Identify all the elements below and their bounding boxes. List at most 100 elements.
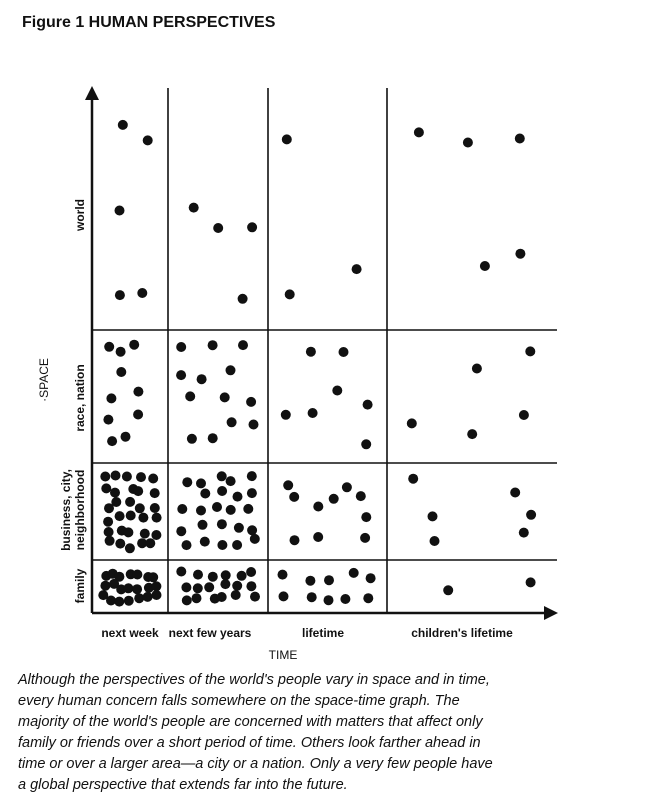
dot — [526, 509, 537, 520]
dot — [103, 414, 114, 425]
dot — [525, 577, 536, 588]
dot — [114, 571, 125, 582]
dot — [182, 477, 193, 488]
dot — [246, 471, 257, 482]
dot — [429, 536, 440, 546]
dot — [332, 385, 343, 396]
dot — [247, 525, 258, 536]
dot — [103, 527, 114, 537]
dot — [124, 543, 135, 554]
dot — [313, 501, 324, 512]
dot — [216, 592, 227, 602]
dot — [98, 590, 109, 601]
dot — [193, 569, 203, 580]
dot — [111, 497, 122, 507]
dot — [143, 582, 154, 593]
dot — [125, 510, 136, 521]
dot — [413, 127, 424, 138]
dot — [220, 570, 231, 581]
dot — [328, 493, 339, 504]
dot — [123, 595, 134, 606]
dot — [125, 496, 136, 507]
caption-line: time or over a larger area—a city or a n… — [18, 756, 493, 772]
dot — [106, 595, 116, 606]
dot — [277, 569, 288, 580]
dot — [362, 399, 373, 410]
dot — [107, 436, 118, 447]
dot — [151, 590, 162, 600]
dot — [427, 511, 438, 522]
dot — [109, 578, 120, 589]
dot — [225, 476, 236, 487]
row-label: business, city, — [59, 469, 73, 551]
dot — [232, 540, 243, 550]
dot — [247, 222, 258, 233]
dot — [216, 471, 227, 482]
dot — [248, 419, 259, 430]
dot — [238, 340, 248, 351]
dot — [104, 341, 115, 352]
dot — [324, 575, 334, 586]
dot — [145, 538, 156, 549]
dot — [518, 410, 529, 420]
dot — [284, 289, 295, 300]
dot — [250, 591, 260, 602]
dot — [283, 480, 294, 491]
column-label: children's lifetime — [411, 626, 513, 640]
dot — [243, 503, 254, 514]
dot — [220, 579, 231, 590]
dot — [103, 516, 114, 527]
dot — [207, 433, 218, 444]
dot — [176, 342, 187, 352]
dot — [115, 538, 126, 549]
dot — [123, 583, 134, 594]
dot — [340, 594, 351, 604]
dot — [216, 519, 227, 530]
dot — [106, 393, 117, 404]
dot — [117, 119, 128, 130]
dot — [217, 486, 228, 496]
dot — [142, 135, 153, 146]
dot — [176, 526, 187, 537]
dot — [313, 532, 324, 542]
caption-line: family or friends over a short period of… — [18, 735, 481, 751]
caption-line: a global perspective that extends far in… — [18, 777, 348, 793]
dot — [305, 575, 316, 586]
dot — [181, 582, 192, 593]
dot — [363, 593, 374, 604]
y-arrow — [85, 86, 99, 100]
dot — [188, 202, 199, 213]
dot — [306, 592, 317, 603]
x-arrow — [544, 606, 558, 620]
dot — [361, 439, 372, 450]
dot — [207, 571, 218, 582]
dot — [148, 473, 159, 484]
dot — [132, 569, 143, 580]
dot — [212, 502, 222, 512]
dot — [236, 570, 247, 581]
dot — [132, 584, 143, 595]
dot — [114, 511, 125, 522]
dots — [98, 119, 537, 607]
dot — [192, 583, 203, 594]
dot — [307, 408, 318, 418]
dot — [246, 396, 257, 407]
dot — [139, 528, 150, 539]
caption-line: majority of the world's people are conce… — [18, 714, 483, 730]
dot — [305, 346, 316, 357]
dot — [246, 567, 257, 577]
dot — [110, 487, 120, 498]
dot — [136, 472, 146, 483]
column-label: next few years — [169, 626, 252, 640]
dot — [181, 595, 192, 606]
dot — [114, 290, 125, 301]
dot — [133, 386, 144, 397]
dot — [360, 532, 371, 543]
dot — [341, 482, 352, 493]
column-label: next week — [101, 626, 159, 640]
row-label: world — [73, 199, 87, 232]
dot — [115, 346, 126, 357]
dot — [281, 134, 292, 145]
dot — [514, 133, 525, 144]
